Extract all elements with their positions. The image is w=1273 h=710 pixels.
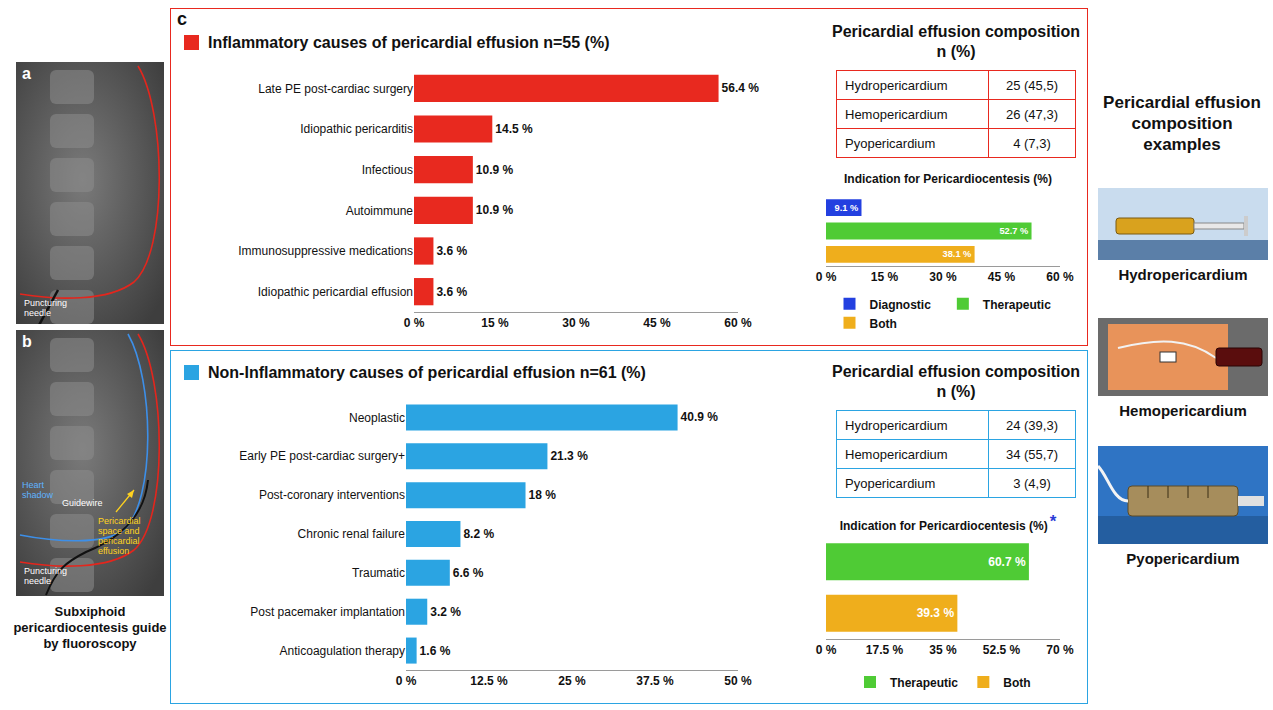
svg-text:14.5 %: 14.5 % [495, 122, 533, 136]
svg-text:Diagnostic: Diagnostic [870, 298, 932, 312]
svg-text:0 %: 0 % [404, 316, 425, 330]
svg-text:60 %: 60 % [724, 316, 752, 330]
svg-text:8.2 %: 8.2 % [463, 527, 494, 541]
svg-text:Post pacemaker implantation: Post pacemaker implantation [250, 605, 405, 619]
svg-text:3.6 %: 3.6 % [436, 285, 467, 299]
svg-text:45 %: 45 % [643, 316, 671, 330]
svg-text:52.7 %: 52.7 % [999, 226, 1028, 236]
html-text:Hydropericardium: Hydropericardium [845, 77, 948, 93]
svg-text:60 %: 60 % [1046, 270, 1074, 284]
svg-text:70 %: 70 % [1046, 643, 1074, 657]
html-text:Pericardial effusion compositi: Pericardial effusion composition n (%) [832, 23, 1080, 60]
html-text:Non-Inflammatory causes of per: Non-Inflammatory causes of pericardial e… [208, 364, 646, 381]
html-text:Indication for Pericardiocente: Indication for Pericardiocentesis (%)* [839, 512, 1057, 533]
svg-text:39.3 %: 39.3 % [917, 606, 955, 620]
svg-text:1.6 %: 1.6 % [420, 644, 451, 658]
html-text:Pyopericardium: Pyopericardium [1126, 550, 1240, 567]
svg-text:Immunosuppressive medications: Immunosuppressive medications [238, 244, 413, 258]
svg-text:50 %: 50 % [724, 674, 752, 688]
svg-text:Autoimmune: Autoimmune [346, 204, 414, 218]
svg-text:15 %: 15 % [481, 316, 509, 330]
svg-text:0 %: 0 % [816, 270, 837, 284]
html-text:Pericardial effusion compositi: Pericardial effusion composition example… [1103, 93, 1261, 154]
svg-text:6.6 %: 6.6 % [453, 566, 484, 580]
svg-text:0 %: 0 % [816, 643, 837, 657]
html-text:34 (55,7): 34 (55,7) [1006, 446, 1058, 462]
html-text:b: b [22, 333, 32, 350]
svg-text:Neoplastic: Neoplastic [349, 411, 405, 425]
html-text:Pericardial effusion compositi: Pericardial effusion composition n (%) [832, 363, 1080, 400]
html-text:Hemopericardium: Hemopericardium [845, 106, 948, 122]
svg-text:Both: Both [1003, 676, 1030, 690]
svg-text:40.9 %: 40.9 % [681, 410, 719, 424]
svg-text:Both: Both [870, 317, 897, 331]
svg-text:Late PE post-cardiac surgery: Late PE post-cardiac surgery [258, 82, 413, 96]
html-text:4 (7,3): 4 (7,3) [1013, 135, 1051, 151]
svg-text:10.9 %: 10.9 % [476, 163, 514, 177]
svg-text:Post-coronary interventions: Post-coronary interventions [259, 488, 405, 502]
html-text:Hydropericardium: Hydropericardium [1118, 266, 1248, 283]
svg-text:3.2 %: 3.2 % [430, 605, 461, 619]
svg-text:30 %: 30 % [562, 316, 590, 330]
svg-text:Therapeutic: Therapeutic [983, 298, 1051, 312]
html-text:Puncturing needle: Puncturing needle [24, 298, 67, 318]
svg-text:Anticoagulation therapy: Anticoagulation therapy [280, 644, 405, 658]
html-text:Pyopericardium: Pyopericardium [845, 135, 936, 151]
svg-text:Infectious: Infectious [362, 163, 413, 177]
svg-text:30 %: 30 % [929, 270, 957, 284]
html-text:c: c [177, 9, 187, 29]
html-text:Hemopericardium: Hemopericardium [845, 446, 948, 462]
svg-text:3.6 %: 3.6 % [436, 244, 467, 258]
svg-text:Idiopathic pericardial effusio: Idiopathic pericardial effusion [258, 285, 413, 299]
html-text:24 (39,3): 24 (39,3) [1006, 417, 1058, 433]
html-text:Inflammatory causes of pericar: Inflammatory causes of pericardial effus… [208, 34, 610, 51]
svg-text:9.1 %: 9.1 % [835, 203, 859, 213]
svg-text:Idiopathic pericarditis: Idiopathic pericarditis [300, 122, 413, 136]
html-text:3 (4,9): 3 (4,9) [1013, 475, 1051, 491]
svg-text:15 %: 15 % [871, 270, 899, 284]
svg-text:10.9 %: 10.9 % [476, 203, 514, 217]
svg-text:35 %: 35 % [929, 643, 957, 657]
html-text:Hemopericardium: Hemopericardium [1119, 402, 1247, 419]
svg-text:Early PE post-cardiac surgery+: Early PE post-cardiac surgery+ [239, 449, 405, 463]
html-text:Pyopericardium: Pyopericardium [845, 475, 936, 491]
svg-text:17.5 %: 17.5 % [866, 643, 904, 657]
html-text:Puncturing needle: Puncturing needle [24, 566, 67, 586]
html-text:25 (45,5): 25 (45,5) [1006, 77, 1058, 93]
svg-text:0 %: 0 % [396, 674, 417, 688]
html-text:Indication for Pericardiocente: Indication for Pericardiocentesis (%) [844, 172, 1052, 186]
html-text:Hydropericardium: Hydropericardium [845, 417, 948, 433]
svg-text:52.5 %: 52.5 % [983, 643, 1021, 657]
html-text:a: a [22, 65, 31, 82]
svg-text:18 %: 18 % [529, 488, 557, 502]
html-text:Pericardial space and pericard: Pericardial space and pericardial effusi… [98, 516, 141, 556]
svg-text:45 %: 45 % [988, 270, 1016, 284]
svg-text:38.1 %: 38.1 % [943, 249, 972, 259]
svg-text:56.4 %: 56.4 % [722, 81, 760, 95]
html-text:Subxiphoid pericardiocentesis: Subxiphoid pericardiocentesis guide by f… [13, 604, 167, 651]
svg-text:Traumatic: Traumatic [352, 566, 405, 580]
svg-text:25 %: 25 % [558, 674, 586, 688]
svg-text:37.5 %: 37.5 % [636, 674, 674, 688]
svg-text:Chronic renal failure: Chronic renal failure [298, 527, 406, 541]
svg-text:Therapeutic: Therapeutic [890, 676, 958, 690]
svg-text:60.7 %: 60.7 % [988, 555, 1026, 569]
html-text:Guidewire: Guidewire [62, 498, 103, 508]
html-text:Heart shadow: Heart shadow [22, 480, 53, 500]
svg-text:21.3 %: 21.3 % [550, 449, 588, 463]
html-text:26 (47,3): 26 (47,3) [1006, 106, 1058, 122]
svg-text:12.5 %: 12.5 % [470, 674, 508, 688]
